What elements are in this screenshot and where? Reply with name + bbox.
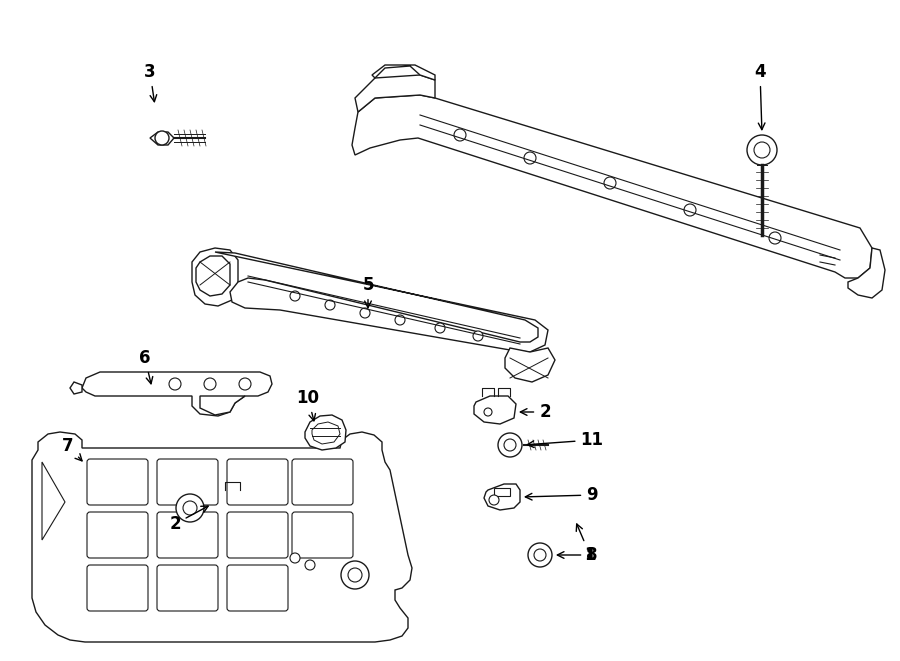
FancyBboxPatch shape [157,512,218,558]
Text: 7: 7 [62,437,82,461]
Circle shape [498,433,522,457]
Polygon shape [213,488,262,518]
Text: 2: 2 [169,506,208,533]
Polygon shape [372,65,435,80]
Circle shape [754,142,770,158]
Text: 3: 3 [144,63,157,102]
Circle shape [684,204,696,216]
FancyBboxPatch shape [292,459,353,505]
Text: 5: 5 [362,276,374,307]
Circle shape [484,408,492,416]
Polygon shape [215,252,548,352]
Polygon shape [305,415,346,450]
FancyBboxPatch shape [87,512,148,558]
Circle shape [305,560,315,570]
FancyBboxPatch shape [227,459,288,505]
Polygon shape [70,382,82,394]
Polygon shape [150,132,174,145]
Circle shape [528,543,552,567]
Circle shape [395,315,405,325]
Polygon shape [200,396,245,415]
Circle shape [204,378,216,390]
Circle shape [435,323,445,333]
Circle shape [169,378,181,390]
Text: 6: 6 [140,349,153,384]
Circle shape [473,331,483,341]
Circle shape [604,177,616,189]
Text: 2: 2 [520,403,551,421]
FancyBboxPatch shape [87,459,148,505]
Circle shape [504,439,516,451]
FancyBboxPatch shape [157,565,218,611]
Circle shape [360,308,370,318]
Circle shape [290,553,300,563]
FancyBboxPatch shape [157,459,218,505]
Circle shape [341,561,369,589]
Text: 1: 1 [576,524,596,564]
FancyBboxPatch shape [227,512,288,558]
Polygon shape [355,75,435,112]
Circle shape [155,131,169,145]
Text: 10: 10 [296,389,320,421]
Polygon shape [848,248,885,298]
Polygon shape [484,484,520,510]
Text: 11: 11 [527,431,604,449]
Polygon shape [42,462,65,540]
Polygon shape [32,432,412,642]
Polygon shape [505,348,555,382]
Bar [494,488,510,496]
Circle shape [248,500,256,508]
FancyBboxPatch shape [87,565,148,611]
FancyBboxPatch shape [227,565,288,611]
Circle shape [454,129,466,141]
Polygon shape [196,256,230,296]
Polygon shape [312,422,340,444]
Circle shape [769,232,781,244]
Circle shape [534,549,546,561]
FancyBboxPatch shape [292,512,353,558]
Circle shape [176,494,204,522]
Polygon shape [192,248,238,306]
Polygon shape [352,95,872,278]
Text: 9: 9 [526,486,598,504]
Polygon shape [82,372,272,416]
Circle shape [747,135,777,165]
Circle shape [290,291,300,301]
Circle shape [183,501,197,515]
Text: 8: 8 [557,546,598,564]
Circle shape [489,495,499,505]
Circle shape [325,300,335,310]
Text: 4: 4 [754,63,766,130]
Circle shape [239,378,251,390]
Circle shape [348,568,362,582]
Polygon shape [474,396,516,424]
Circle shape [524,152,536,164]
